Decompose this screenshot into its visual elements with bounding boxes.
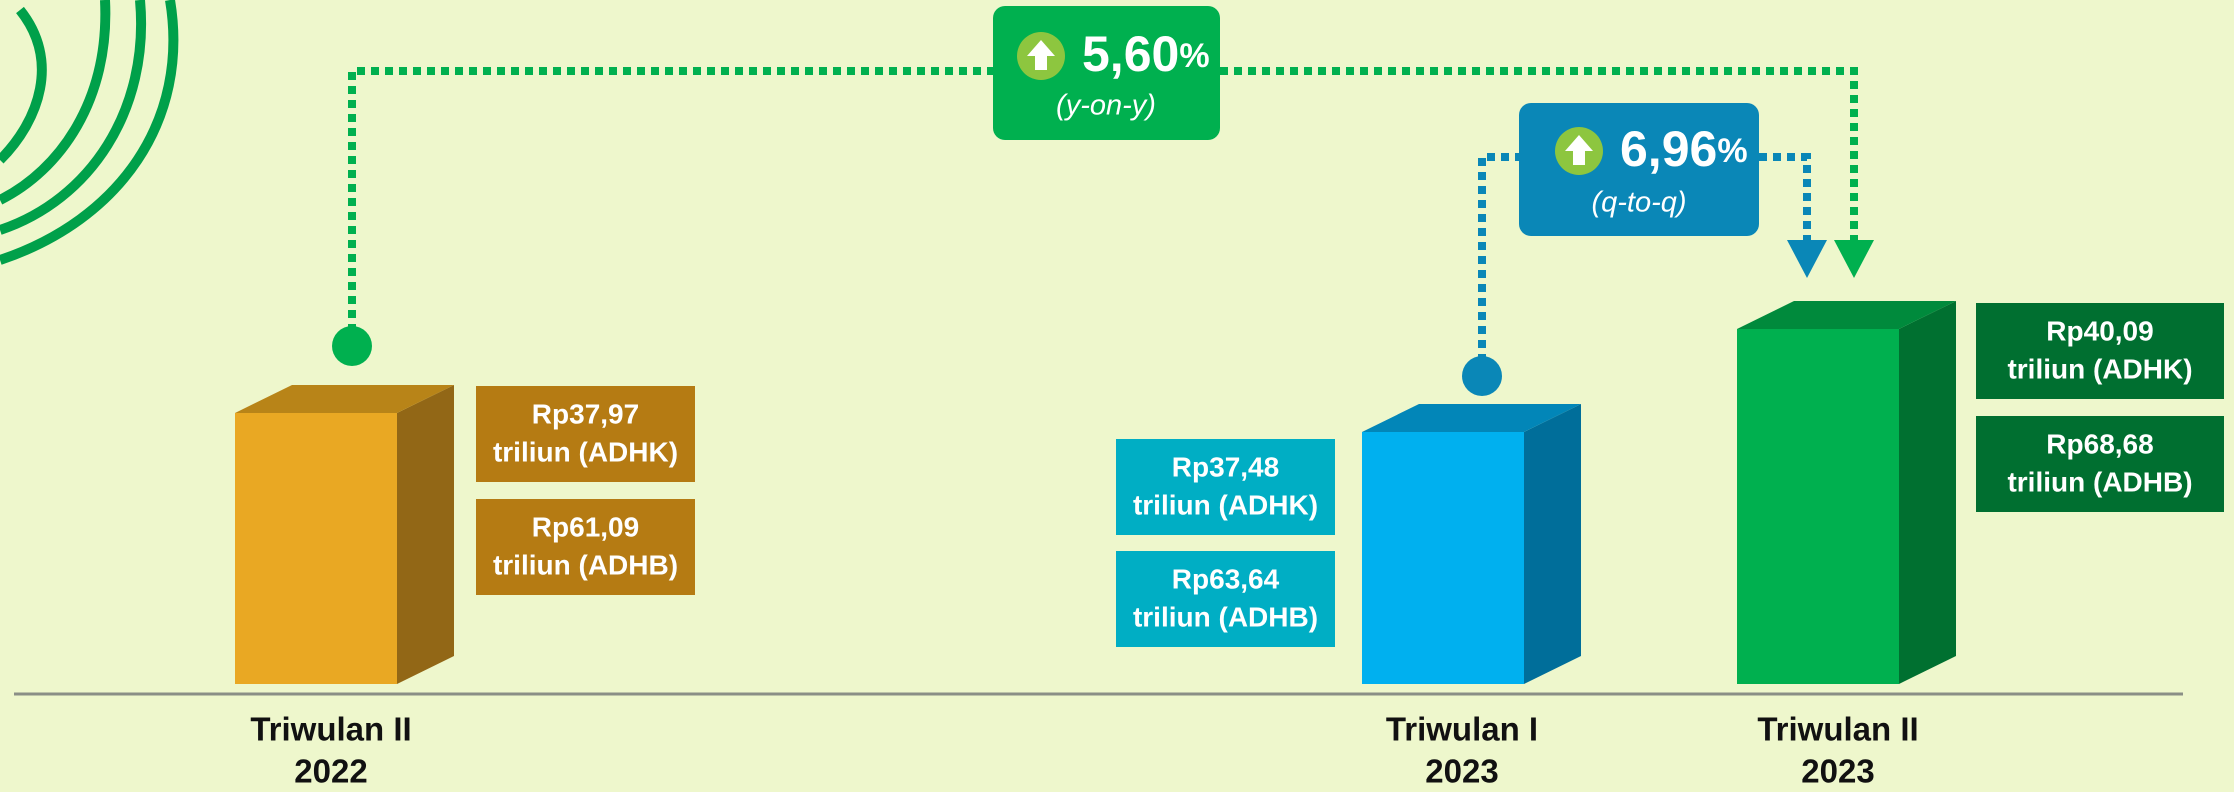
up-arrow [1027,40,1055,70]
qtoq-connector [1478,153,1519,376]
value-box [476,386,695,482]
value-unit: triliun (ADHK) [2007,353,2192,384]
connector-dot [332,326,372,366]
bar-top [1362,404,1581,432]
value-box [1976,303,2224,399]
bar-front [1737,329,1899,684]
qtoq-value: 6,96% [1620,121,1748,177]
leaf-decoration [0,0,179,265]
yoy-number: 5,60 [1082,26,1179,82]
value-box [1976,416,2224,512]
value-unit: triliun (ADHB) [493,549,678,580]
qtoq-number: 6,96 [1620,121,1717,177]
value-amount: Rp37,48 [1172,451,1279,482]
bar-top [235,385,454,413]
qtoq-unit: % [1717,132,1747,170]
yoy-unit: % [1179,37,1209,75]
value-amount: Rp68,68 [2046,428,2153,459]
bar-front [235,413,397,684]
arrowhead [1834,240,1874,278]
value-box [1116,439,1335,535]
value-unit: triliun (ADHK) [493,436,678,467]
bar-side [1524,404,1581,684]
value-amount: Rp37,97 [532,398,639,429]
yoy-period: (y-on-y) [1056,90,1156,122]
value-unit: triliun (ADHK) [1133,489,1318,520]
value-amount: Rp63,64 [1172,563,1280,594]
bar-front [1362,432,1524,684]
up-arrow [1565,135,1593,165]
arrowhead [1787,240,1827,278]
yoy-connector [1220,67,1858,240]
bar-side [1899,301,1956,684]
value-amount: Rp61,09 [532,511,639,542]
value-unit: triliun (ADHB) [2007,466,2192,497]
value-amount: Rp40,09 [2046,315,2153,346]
period-label: Triwulan II [250,711,411,748]
qtoq-connector [1759,153,1811,240]
period-year: 2023 [1801,753,1874,790]
connector-dot [1462,356,1502,396]
connectors [348,67,1858,376]
bar-top [1737,301,1956,329]
yoy-value: 5,60% [1082,26,1210,82]
period-year: 2022 [294,753,367,790]
bar-side [397,385,454,684]
qtoq-period: (q-to-q) [1591,187,1686,219]
period-label: Triwulan I [1386,711,1538,748]
value-unit: triliun (ADHB) [1133,601,1318,632]
yoy-connector [348,67,993,346]
period-label: Triwulan II [1757,711,1918,748]
value-box [476,499,695,595]
period-year: 2023 [1425,753,1498,790]
value-box [1116,551,1335,647]
